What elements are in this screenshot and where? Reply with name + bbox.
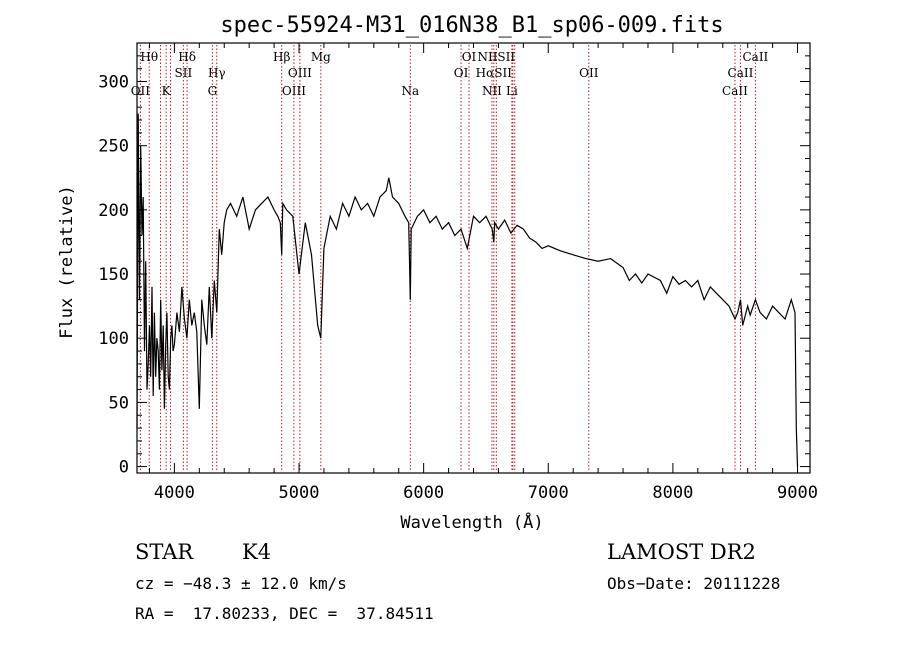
y-axis: 0 50 100 150 200 250 300 [98,55,810,478]
y-tick-label: 100 [98,329,129,349]
spectral-line-label: CaII [722,84,748,98]
spectral-line-label: OIII [282,84,306,98]
spectral-line-label: Na [401,84,419,98]
object-subclass: K4 [242,540,272,564]
x-tick-label: 8000 [652,483,693,503]
y-tick-label: 200 [98,201,129,221]
spectral-line-label: Hδ [178,50,196,64]
spectral-line-label: CaII [728,66,754,80]
spectral-line-label: CaII [742,50,768,64]
spectral-line-label: SII [175,66,193,80]
survey-name: LAMOST DR2 [607,540,756,564]
spectral-line-label: HαSII [476,66,513,80]
y-tick-label: 0 [119,458,129,478]
x-tick-label: 7000 [528,483,569,503]
spectral-line-label: Mg [311,50,331,64]
x-tick-label: 6000 [403,483,444,503]
y-tick-label: 150 [98,265,129,285]
x-axis: 4000 5000 6000 7000 8000 9000 [148,43,818,503]
flux-spectrum-line [136,113,799,467]
y-tick-label: 300 [98,73,129,93]
spectral-line-label: K [162,84,172,98]
object-class: STAR [135,540,194,564]
spectral-line-markers [139,45,756,472]
x-tick-label: 9000 [777,483,818,503]
y-tick-label: 50 [109,393,129,413]
y-axis-label: Flux (relative) [57,185,77,339]
x-tick-label: 4000 [154,483,195,503]
redshift-velocity: cz = −48.3 ± 12.0 km/s [135,574,347,593]
spectral-line-label: OII [131,84,151,98]
spectral-line-label: NII [482,84,502,98]
y-tick-label: 250 [98,137,129,157]
spectral-line-label: OI [462,50,477,64]
chart-title: spec-55924-M31_016N38_B1_sp06-009.fits [220,13,723,38]
x-axis-label: Wavelength (Å) [400,511,543,533]
coordinates: RA = 17.80233, DEC = 37.84511 [135,604,434,623]
spectral-line-label: Hγ [208,66,226,80]
x-tick-label: 5000 [279,483,320,503]
spectral-line-label: G [208,84,218,98]
spectral-line-label: OI [454,66,469,80]
observation-date: Obs−Date: 20111228 [607,574,781,593]
spectral-line-label: Li [506,84,518,98]
spectral-line-label: Hθ [140,50,158,64]
plot-frame [136,42,811,474]
spectral-line-label: NIISII [477,50,515,64]
spectral-line-label: OII [579,66,599,80]
spectral-line-label: Hβ [273,50,290,64]
spectral-line-label: OIII [288,66,312,80]
